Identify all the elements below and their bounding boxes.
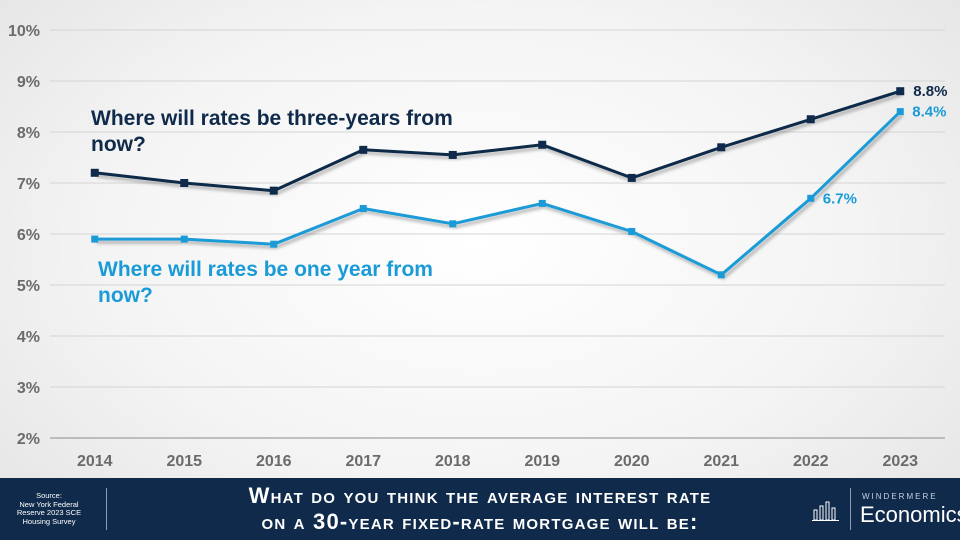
data-point-marker — [449, 220, 457, 228]
data-point-marker — [896, 87, 905, 96]
data-label: 8.4% — [912, 104, 946, 121]
data-point-marker — [269, 186, 278, 195]
divider — [850, 488, 851, 530]
y-tick-label: 6% — [17, 227, 40, 244]
data-point-marker — [538, 199, 546, 207]
footer-banner: Source: New York Federal Reserve 2023 SC… — [0, 478, 960, 540]
data-point-marker — [90, 168, 99, 177]
y-tick-label: 5% — [17, 278, 40, 295]
data-label: 8.8% — [913, 83, 947, 100]
data-point-marker — [896, 108, 904, 116]
series-label-line: now? — [98, 284, 153, 307]
data-point-marker — [717, 271, 725, 279]
divider — [106, 488, 107, 530]
labels: Where will rates be three-years from now?… — [91, 83, 947, 307]
data-point-marker — [180, 235, 188, 243]
x-tick-label: 2018 — [435, 453, 471, 470]
source-line: Source: — [36, 491, 62, 500]
brand-subtitle: Economics — [860, 502, 960, 527]
data-point-marker — [807, 194, 815, 202]
data-point-marker — [628, 227, 636, 235]
x-tick-label: 2017 — [345, 453, 381, 470]
data-point-marker — [91, 235, 99, 243]
y-tick-label: 2% — [17, 431, 40, 448]
chart-title-line: on a 30-year fixed-rate mortgage will be… — [261, 509, 699, 534]
x-tick-label: 2014 — [77, 453, 113, 470]
y-tick-label: 3% — [17, 380, 40, 397]
gridlines — [50, 29, 945, 388]
series-label-line: Where will rates be three-years from — [91, 107, 453, 130]
series-line — [94, 110, 902, 277]
data-point-marker — [180, 179, 189, 187]
x-tick-label: 2021 — [703, 453, 739, 470]
axes: 2% 3% 4% 5% 6% 7% 8% 9% 10% 2014 2015 2016 2017 2018 2… — [8, 23, 945, 470]
x-tick-label: 2015 — [166, 453, 202, 470]
series-label-line: now? — [91, 133, 146, 156]
chart-title: What do you think the average interest r… — [120, 483, 840, 535]
x-tick-label: 2023 — [882, 453, 918, 470]
data-point-marker — [359, 205, 367, 212]
y-tick-label: 8% — [17, 125, 40, 142]
chart-title-line: What do you think the average interest r… — [248, 483, 712, 508]
data-point-marker — [359, 145, 368, 154]
data-point-marker — [270, 240, 278, 248]
y-tick-label: 7% — [17, 176, 40, 193]
data-point-marker — [448, 150, 457, 159]
line-chart: 2% 3% 4% 5% 6% 7% 8% 9% 10% 2014 2015 2016 2017 2018 2… — [8, 23, 947, 470]
x-tick-label: 2022 — [793, 453, 829, 470]
data-point-marker — [806, 115, 815, 124]
source-line: Reserve 2023 SCE — [16, 508, 82, 517]
data-point-marker — [717, 143, 726, 152]
series-label-line: Where will rates be one year from — [98, 258, 433, 281]
data-point-marker — [627, 173, 636, 182]
y-tick-label: 10% — [8, 23, 40, 40]
bar-chart-logo-icon — [812, 501, 839, 521]
x-tick-label: 2020 — [614, 453, 650, 470]
series-line — [94, 89, 901, 193]
brand-name: WINDERMERE — [862, 492, 938, 501]
series — [90, 87, 905, 279]
y-tick-label: 9% — [17, 74, 40, 91]
source-line: Housing Survey — [22, 516, 76, 526]
source-note: Source: New York Federal Reserve 2023 SC… — [6, 491, 92, 526]
data-label: 6.7% — [823, 190, 857, 207]
source-line: New York Federal — [19, 499, 79, 509]
x-tick-label: 2019 — [524, 453, 560, 470]
data-point-marker — [538, 140, 547, 149]
x-tick-label: 2016 — [256, 453, 292, 470]
y-tick-label: 4% — [17, 329, 40, 346]
